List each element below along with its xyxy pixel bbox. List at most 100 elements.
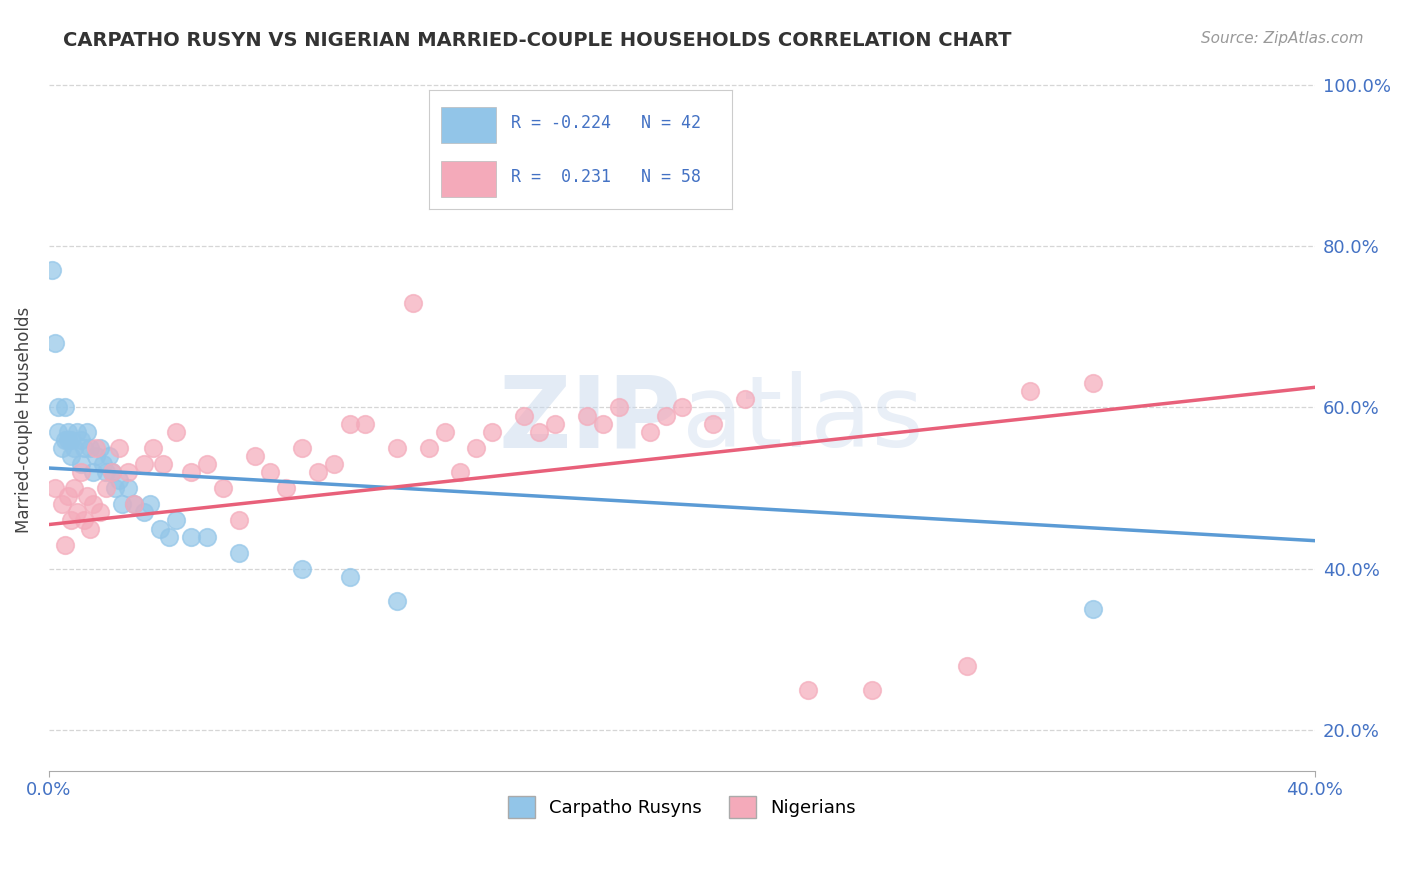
Point: [481, 425, 503, 439]
Point: [195, 530, 218, 544]
Point: [339, 570, 361, 584]
Point: [79, 441, 101, 455]
Point: [53, 401, 76, 415]
Point: [69, 433, 91, 447]
Point: [69, 457, 91, 471]
Point: [56, 433, 79, 447]
Point: [276, 481, 298, 495]
Text: atlas: atlas: [682, 371, 924, 468]
Point: [433, 425, 456, 439]
Point: [53, 538, 76, 552]
Point: [592, 417, 614, 431]
Point: [124, 497, 146, 511]
Point: [117, 465, 139, 479]
Point: [107, 473, 129, 487]
Point: [94, 481, 117, 495]
Point: [139, 497, 162, 511]
Point: [529, 425, 551, 439]
Text: Source: ZipAtlas.com: Source: ZipAtlas.com: [1201, 31, 1364, 46]
Point: [44, 335, 66, 350]
Point: [101, 465, 124, 479]
Point: [702, 417, 724, 431]
Point: [385, 441, 408, 455]
Point: [60, 449, 83, 463]
Point: [655, 409, 678, 423]
Point: [671, 401, 693, 415]
Point: [86, 449, 108, 463]
Point: [243, 449, 266, 463]
Point: [76, 425, 98, 439]
Point: [152, 457, 174, 471]
Point: [354, 417, 377, 431]
Point: [104, 481, 127, 495]
Point: [402, 295, 425, 310]
Point: [180, 530, 202, 544]
Point: [89, 441, 111, 455]
Point: [89, 505, 111, 519]
Point: [607, 401, 630, 415]
Point: [91, 457, 114, 471]
Point: [98, 449, 121, 463]
Point: [86, 441, 108, 455]
Point: [117, 481, 139, 495]
Point: [259, 465, 281, 479]
Point: [544, 417, 567, 431]
Point: [66, 505, 89, 519]
Point: [465, 441, 488, 455]
Point: [165, 514, 187, 528]
Point: [291, 441, 314, 455]
Point: [165, 425, 187, 439]
Point: [339, 417, 361, 431]
Point: [82, 497, 104, 511]
Point: [107, 441, 129, 455]
Point: [66, 425, 89, 439]
Point: [797, 683, 820, 698]
Point: [132, 505, 155, 519]
Point: [63, 481, 86, 495]
Point: [69, 465, 91, 479]
Point: [418, 441, 440, 455]
Point: [44, 481, 66, 495]
Point: [79, 522, 101, 536]
Point: [82, 465, 104, 479]
Point: [157, 530, 180, 544]
Point: [212, 481, 235, 495]
Point: [111, 497, 134, 511]
Point: [48, 401, 70, 415]
Point: [41, 263, 63, 277]
Point: [1083, 376, 1105, 391]
Point: [228, 546, 250, 560]
Point: [512, 409, 534, 423]
Point: [94, 465, 117, 479]
Point: [291, 562, 314, 576]
Point: [124, 497, 146, 511]
Point: [48, 425, 70, 439]
Point: [860, 683, 883, 698]
Point: [180, 465, 202, 479]
Point: [142, 441, 165, 455]
Point: [385, 594, 408, 608]
Point: [638, 425, 661, 439]
Point: [60, 514, 83, 528]
Point: [132, 457, 155, 471]
Text: ZIP: ZIP: [499, 371, 682, 468]
Point: [734, 392, 756, 407]
Point: [307, 465, 329, 479]
Y-axis label: Married-couple Households: Married-couple Households: [15, 307, 32, 533]
Point: [73, 514, 96, 528]
Point: [73, 441, 96, 455]
Point: [449, 465, 471, 479]
Point: [76, 489, 98, 503]
Point: [575, 409, 598, 423]
Point: [228, 514, 250, 528]
Text: CARPATHO RUSYN VS NIGERIAN MARRIED-COUPLE HOUSEHOLDS CORRELATION CHART: CARPATHO RUSYN VS NIGERIAN MARRIED-COUPL…: [63, 31, 1012, 50]
Point: [51, 497, 73, 511]
Point: [1018, 384, 1040, 399]
Point: [195, 457, 218, 471]
Point: [101, 465, 124, 479]
Point: [60, 433, 83, 447]
Point: [51, 441, 73, 455]
Point: [1083, 602, 1105, 616]
Point: [56, 425, 79, 439]
Legend: Carpatho Rusyns, Nigerians: Carpatho Rusyns, Nigerians: [501, 789, 863, 825]
